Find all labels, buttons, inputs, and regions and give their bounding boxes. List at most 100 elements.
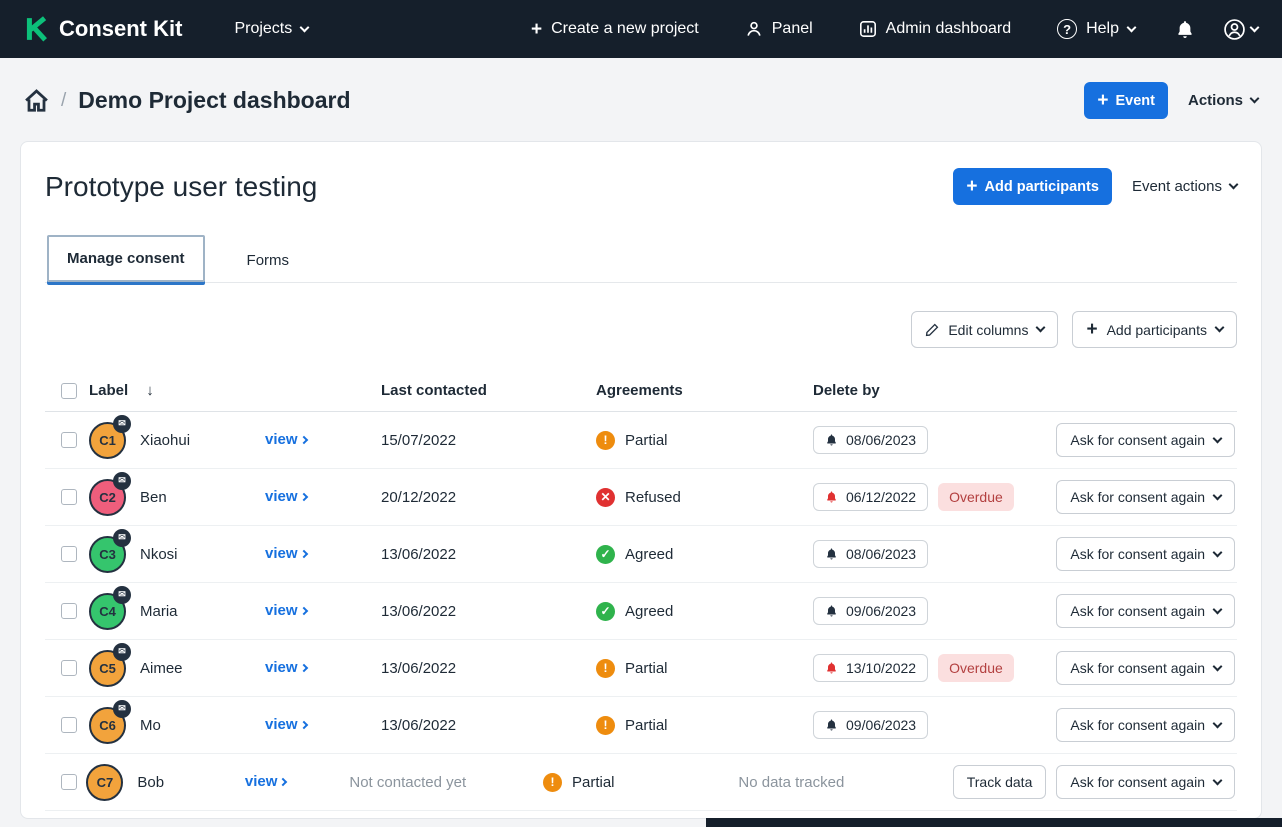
row-checkbox[interactable] bbox=[61, 546, 77, 562]
actions-button[interactable]: Actions bbox=[1188, 92, 1260, 109]
participant-avatar[interactable]: C2 ✉ bbox=[89, 471, 131, 516]
footer-bar bbox=[706, 818, 1282, 827]
nav-projects[interactable]: Projects bbox=[234, 20, 310, 38]
participant-avatar[interactable]: C3 ✉ bbox=[89, 528, 131, 573]
last-contacted-cell: 13/06/2022 bbox=[381, 659, 457, 677]
participant-avatar[interactable]: C4 ✉ bbox=[89, 585, 131, 630]
agreement-status-icon: ✓ bbox=[596, 544, 615, 564]
view-participant-link[interactable]: view bbox=[265, 602, 308, 619]
participant-avatar[interactable]: C5 ✉ bbox=[89, 642, 131, 687]
nav-help[interactable]: ? Help bbox=[1057, 19, 1137, 39]
participant-avatar[interactable]: C7 bbox=[86, 763, 124, 801]
row-checkbox[interactable] bbox=[61, 432, 77, 448]
ask-consent-label: Ask for consent again bbox=[1070, 489, 1205, 505]
chevron-down-icon bbox=[1212, 433, 1223, 443]
envelope-icon: ✉ bbox=[118, 703, 126, 713]
header-label[interactable]: Label ↓ bbox=[87, 382, 265, 399]
ask-consent-label: Ask for consent again bbox=[1070, 660, 1205, 676]
ask-consent-button[interactable]: Ask for consent again bbox=[1056, 537, 1235, 571]
view-participant-link[interactable]: view bbox=[265, 431, 308, 448]
track-data-button[interactable]: Track data bbox=[952, 765, 1047, 799]
view-participant-link[interactable]: view bbox=[245, 773, 288, 790]
ask-consent-label: Ask for consent again bbox=[1070, 603, 1205, 619]
last-contacted-cell: 13/06/2022 bbox=[381, 545, 457, 563]
row-checkbox[interactable] bbox=[61, 603, 77, 619]
ask-consent-button[interactable]: Ask for consent again bbox=[1056, 480, 1235, 514]
participant-avatar[interactable]: C1 ✉ bbox=[89, 414, 131, 459]
view-participant-link[interactable]: view bbox=[265, 716, 308, 733]
view-participant-link[interactable]: view bbox=[265, 488, 308, 505]
participant-name: Mo bbox=[140, 716, 161, 734]
event-button[interactable]: + Event bbox=[1084, 82, 1168, 119]
breadcrumb-separator: / bbox=[61, 89, 67, 111]
overdue-badge: Overdue bbox=[938, 654, 1014, 682]
agreement-status-icon: ! bbox=[596, 430, 615, 450]
header-label-text: Label bbox=[89, 382, 129, 399]
add-participants-dropdown-label: Add participants bbox=[1106, 321, 1207, 338]
delete-by-date-chip[interactable]: 09/06/2023 bbox=[813, 597, 929, 625]
chevron-down-icon bbox=[1214, 322, 1225, 333]
delete-by-date-chip[interactable]: 06/12/2022 bbox=[813, 483, 929, 511]
chevron-down-icon bbox=[1212, 547, 1223, 557]
notifications-bell-icon[interactable] bbox=[1175, 19, 1195, 40]
home-icon[interactable] bbox=[24, 89, 49, 112]
delete-by-cell: No data tracked bbox=[738, 773, 845, 791]
row-checkbox[interactable] bbox=[61, 774, 77, 790]
chevron-down-icon bbox=[1212, 718, 1223, 728]
row-checkbox[interactable] bbox=[61, 660, 77, 676]
page-title: Demo Project dashboard bbox=[78, 87, 351, 113]
participant-name: Bob bbox=[137, 773, 165, 791]
event-actions-button[interactable]: Event actions bbox=[1131, 178, 1239, 195]
ask-consent-button[interactable]: Ask for consent again bbox=[1056, 423, 1235, 457]
ask-consent-button[interactable]: Ask for consent again bbox=[1056, 594, 1235, 628]
event-button-label: Event bbox=[1115, 92, 1155, 109]
ask-consent-button[interactable]: Ask for consent again bbox=[1056, 651, 1235, 685]
agreement-status-label: Partial bbox=[625, 431, 668, 449]
header-delete-by: Delete by bbox=[813, 382, 880, 399]
event-actions-label: Event actions bbox=[1131, 178, 1222, 195]
add-participants-button[interactable]: + Add participants bbox=[953, 168, 1112, 205]
delete-by-date-chip[interactable]: 08/06/2023 bbox=[813, 540, 929, 568]
participants-table-body: C1 ✉ Xiaohui view 15/07/2022 ! Partial 0… bbox=[45, 412, 1237, 811]
chevron-down-icon bbox=[1212, 604, 1223, 614]
chevron-right-icon bbox=[299, 549, 308, 558]
agreement-status-icon: ! bbox=[596, 715, 615, 735]
ask-consent-button[interactable]: Ask for consent again bbox=[1056, 708, 1235, 742]
table-row: C5 ✉ Aimee view 13/06/2022 ! Partial 13/… bbox=[45, 640, 1237, 697]
tab-manage-consent[interactable]: Manage consent bbox=[47, 235, 205, 282]
participant-avatar[interactable]: C6 ✉ bbox=[89, 699, 131, 744]
ask-consent-label: Ask for consent again bbox=[1070, 432, 1205, 448]
view-link-label: view bbox=[265, 659, 298, 676]
chevron-down-icon bbox=[1249, 93, 1260, 104]
select-all-checkbox[interactable] bbox=[61, 382, 77, 399]
view-participant-link[interactable]: view bbox=[265, 545, 308, 562]
delete-by-date-chip[interactable]: 08/06/2023 bbox=[813, 426, 929, 454]
row-checkbox[interactable] bbox=[61, 489, 77, 505]
delete-by-date-chip[interactable]: 09/06/2023 bbox=[813, 711, 929, 739]
nav-create-project[interactable]: + Create a new project bbox=[531, 20, 699, 39]
ask-consent-button[interactable]: Ask for consent again bbox=[1056, 765, 1235, 799]
pencil-icon bbox=[926, 323, 939, 336]
agreement-status-icon: ✓ bbox=[596, 601, 615, 621]
view-participant-link[interactable]: view bbox=[265, 659, 308, 676]
contacted-envelope-badge: ✉ bbox=[113, 528, 131, 547]
account-menu[interactable] bbox=[1223, 18, 1260, 41]
edit-columns-button[interactable]: Edit columns bbox=[911, 311, 1059, 348]
participant-avatar-label: C7 bbox=[96, 774, 114, 790]
nav-admin-dashboard[interactable]: Admin dashboard bbox=[859, 20, 1011, 38]
row-checkbox[interactable] bbox=[61, 717, 77, 733]
brand-logo[interactable]: Consent Kit bbox=[24, 16, 182, 42]
delete-by-cell: 09/06/2023 bbox=[813, 711, 1051, 739]
delete-by-cell: 08/06/2023 bbox=[813, 426, 1051, 454]
add-participants-dropdown-button[interactable]: + Add participants bbox=[1072, 311, 1237, 348]
overdue-badge: Overdue bbox=[938, 483, 1014, 511]
participant-avatar-label: C3 bbox=[99, 546, 116, 562]
delete-by-cell: 09/06/2023 bbox=[813, 597, 1051, 625]
tab-forms[interactable]: Forms bbox=[246, 252, 290, 269]
participant-avatar-label: C1 bbox=[99, 432, 116, 448]
delete-by-date-chip[interactable]: 13/10/2022 bbox=[813, 654, 929, 682]
participant-name: Maria bbox=[140, 602, 178, 620]
nav-panel[interactable]: Panel bbox=[745, 20, 813, 38]
chevron-right-icon bbox=[299, 492, 308, 501]
table-row: C3 ✉ Nkosi view 13/06/2022 ✓ Agreed 08/0… bbox=[45, 526, 1237, 583]
